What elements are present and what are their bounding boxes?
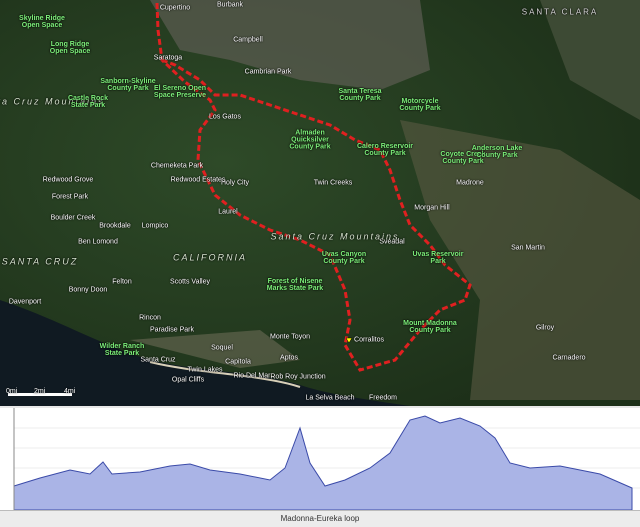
park-label: Castle Rock State Park	[67, 95, 109, 109]
place-label: Carnadero	[552, 354, 586, 362]
place-label: Madrone	[456, 179, 484, 187]
place-label: Davenport	[8, 298, 42, 306]
place-label: Rincon	[139, 314, 161, 322]
place-label: Paradise Park	[150, 326, 194, 334]
scale-bar	[8, 393, 72, 396]
place-label: Forest Park	[51, 193, 89, 201]
place-label: Cupertino	[159, 4, 191, 12]
place-label: Santa Cruz	[140, 356, 176, 364]
place-label: La Selva Beach	[305, 394, 355, 402]
place-label: Sveadal	[379, 238, 405, 246]
place-label: Chemeketa Park	[150, 162, 204, 170]
place-label: Lompico	[141, 222, 169, 230]
place-label: Twin Creeks	[313, 179, 353, 187]
route-title: Madonna-Eureka loop	[0, 510, 640, 527]
park-label: Skyline Ridge Open Space	[19, 15, 65, 29]
place-label: Campbell	[233, 36, 263, 44]
scale-label: 4mi	[64, 388, 76, 395]
place-label: Aptos	[280, 354, 298, 362]
park-label: Mount Madonna County Park	[403, 320, 457, 334]
place-label: Boulder Creek	[50, 214, 96, 222]
elevation-profile	[0, 408, 640, 510]
place-label: Freedom	[368, 394, 398, 402]
route	[155, 2, 472, 372]
park-label: Coyote Creek County Park	[440, 151, 486, 165]
region-label: Santa Cruz Mountains	[0, 96, 105, 107]
place-label: Gilroy	[535, 324, 555, 332]
park-label: Almaden Quicksilver County Park	[289, 129, 331, 151]
park-label: Calero Reservoir County Park	[356, 143, 414, 157]
map-imagery	[0, 0, 640, 406]
place-label: Twin Lakes	[187, 366, 223, 374]
place-label: Capitola	[225, 358, 251, 366]
place-label: Ben Lomond	[78, 238, 118, 246]
place-label: Cambrian Park	[244, 68, 292, 76]
start-marker	[345, 337, 353, 344]
place-label: Saratoga	[153, 54, 183, 62]
place-label: Bonny Doon	[68, 286, 108, 294]
park-label: El Sereno Open Space Preserve	[153, 85, 207, 99]
scale-label: 0mi	[6, 388, 18, 395]
place-label: Morgan Hill	[414, 204, 450, 212]
region-label: SANTA CRUZ	[1, 256, 79, 267]
place-label: Redwood Estates	[170, 176, 226, 184]
place-label: Soquel	[211, 344, 233, 352]
park-label: Forest of Nisene Marks State Park	[266, 278, 324, 292]
place-label: Opal Cliffs	[171, 376, 205, 384]
place-label: SANTA CLARA	[521, 7, 599, 17]
place-label: San Martin	[511, 244, 545, 252]
park-label: Long Ridge Open Space	[49, 41, 91, 55]
park-label: Motorcycle County Park	[399, 98, 441, 112]
place-label: Brookdale	[99, 222, 131, 230]
place-label: Monte Toyon	[270, 333, 310, 341]
scale-label: 2mi	[34, 388, 46, 395]
place-label: Holy City	[220, 179, 250, 187]
park-label: Uvas Reservoir Park	[412, 251, 464, 265]
park-label: Anderson Lake County Park	[471, 145, 523, 159]
place-label: Felton	[112, 278, 132, 286]
park-label: Santa Teresa County Park	[338, 88, 382, 102]
park-label: Uvas Canyon County Park	[321, 251, 367, 265]
place-label: Laurel	[218, 208, 238, 216]
region-label: CALIFORNIA	[172, 252, 248, 263]
place-label: Burbank	[216, 1, 244, 9]
place-label: Los Gatos	[209, 113, 241, 121]
park-label: Wilder Ranch State Park	[99, 343, 145, 357]
region-label: Santa Cruz Mountains	[270, 231, 400, 242]
place-label: Redwood Grove	[42, 176, 94, 184]
place-label: Rio Del Mar	[233, 372, 271, 380]
map[interactable]: 0mi 2mi 4mi Cupertino Burbank Campbell Sara…	[0, 0, 640, 406]
place-label: Scotts Valley	[170, 278, 210, 286]
park-label: Sanborn-Skyline County Park	[100, 78, 156, 92]
place-label: Rob Roy Junction	[270, 373, 326, 381]
place-label: Corralitos	[354, 336, 384, 344]
